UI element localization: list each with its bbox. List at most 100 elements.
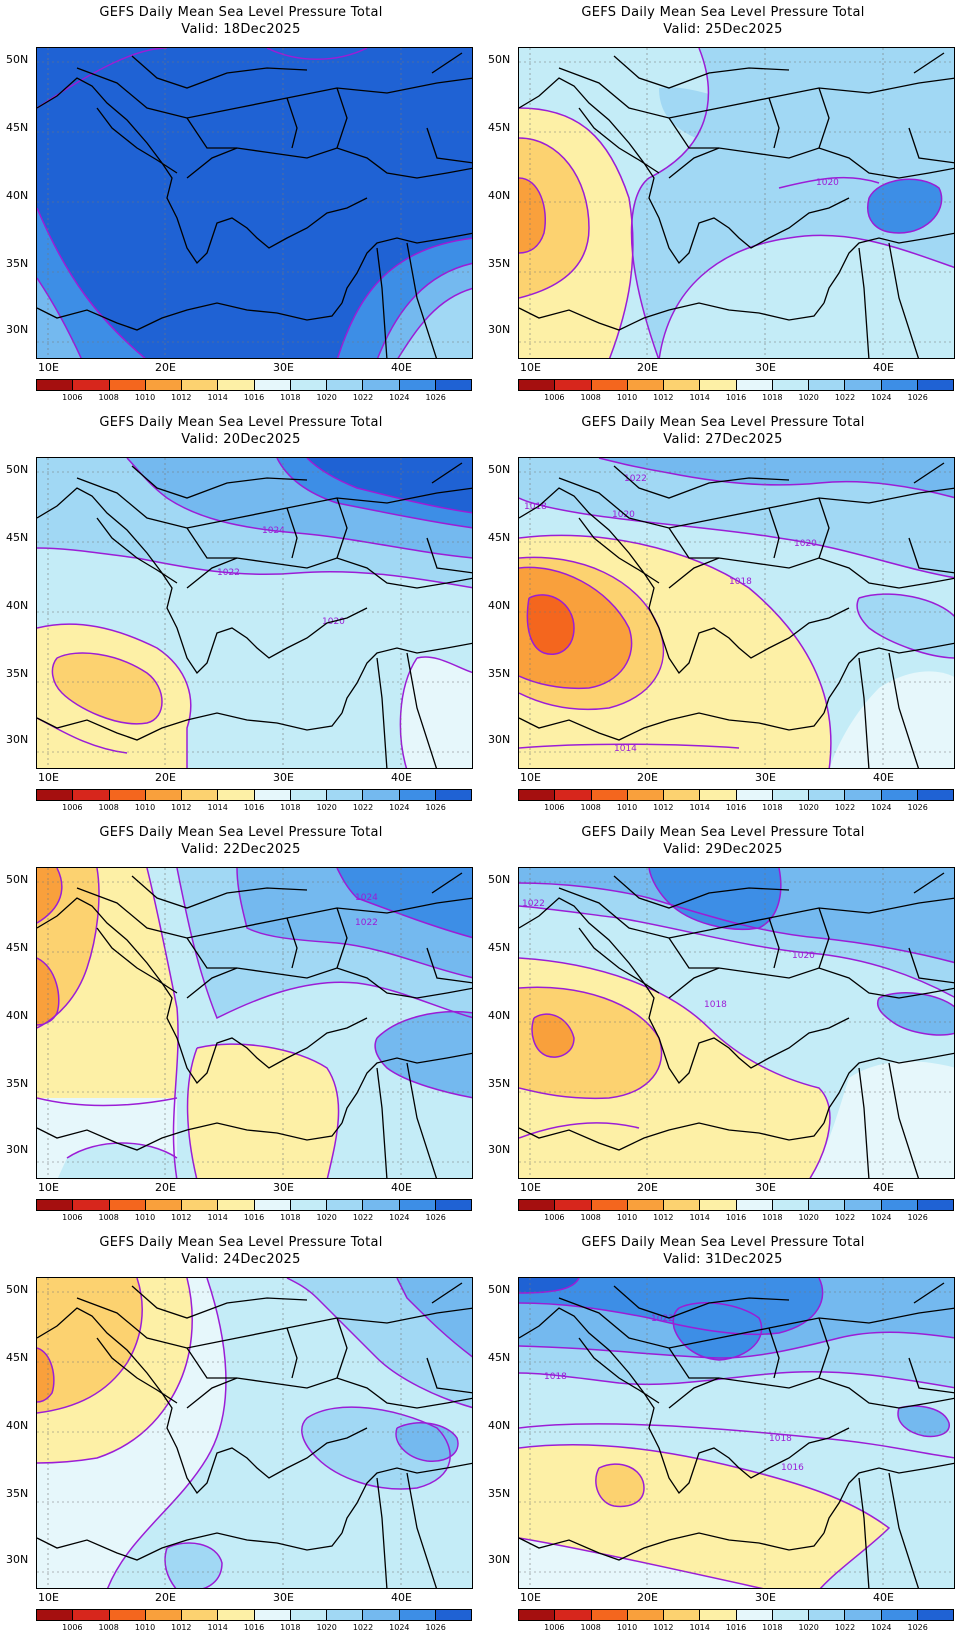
legend-swatch	[182, 1610, 219, 1620]
lat-label: 30N	[6, 1143, 29, 1156]
lon-label: 40E	[873, 1591, 894, 1604]
legend-tick-label: 1022	[834, 803, 856, 812]
lon-label: 10E	[38, 1181, 59, 1194]
legend-tick-label: 1014	[689, 1213, 710, 1222]
lon-label: 10E	[38, 361, 59, 374]
legend-swatch	[664, 1610, 701, 1620]
lat-label: 45N	[488, 941, 511, 954]
lat-label: 50N	[488, 873, 511, 886]
legend-tick-label: 1026	[425, 1623, 446, 1632]
legend-tick-label: 1014	[689, 803, 710, 812]
legend-tick-label: 1006	[544, 393, 565, 402]
legend-swatch	[145, 1610, 182, 1620]
lat-label: 30N	[488, 1553, 511, 1566]
panel-title: GEFS Daily Mean Sea Level Pressure Total	[99, 1235, 383, 1250]
legend-swatch	[917, 380, 953, 390]
legend-swatch	[555, 1610, 592, 1620]
legend-ticks: 1006 1008 1010 1012 1014 1016 1018 1020 1022 1024…	[36, 1213, 472, 1225]
legend-ticks: 1006 1008 1010 1012 1014 1016 1018 1020 1022 1024…	[518, 393, 954, 405]
contour-label: 1022	[355, 918, 378, 928]
legend-tick-label: 1026	[907, 1623, 928, 1632]
lon-label: 30E	[273, 361, 294, 374]
legend-swatch	[254, 790, 291, 800]
legend-tick-label: 1020	[798, 1213, 819, 1222]
lon-label: 30E	[755, 361, 776, 374]
legend-swatch	[809, 1610, 846, 1620]
legend-swatch	[218, 1200, 255, 1210]
legend-swatch	[290, 1200, 327, 1210]
legend-swatch	[435, 790, 471, 800]
legend-tick-label: 1022	[352, 803, 374, 812]
legend-tick-label: 1014	[689, 1623, 710, 1632]
legend-tick-label: 1006	[544, 803, 565, 812]
legend-swatch	[809, 380, 846, 390]
legend-swatch	[664, 380, 701, 390]
legend-tick-label: 1018	[762, 1213, 783, 1222]
lat-label: 40N	[6, 599, 29, 612]
lon-label: 40E	[873, 361, 894, 374]
legend-tick-label: 1008	[98, 1623, 119, 1632]
color-legend	[518, 1199, 954, 1211]
legend-swatch	[327, 1200, 364, 1210]
legend-tick-label: 1020	[316, 803, 337, 812]
legend-swatch	[845, 1200, 882, 1210]
lon-label: 20E	[637, 1591, 658, 1604]
legend-swatch	[627, 1610, 664, 1620]
legend-tick-label: 1008	[580, 1623, 601, 1632]
lat-label: 45N	[6, 941, 29, 954]
lat-label: 30N	[488, 1143, 511, 1156]
legend-tick-label: 1024	[389, 1623, 410, 1632]
legend-tick-label: 1012	[653, 1213, 674, 1222]
legend-tick-label: 1020	[798, 393, 819, 402]
legend-swatch	[700, 790, 737, 800]
legend-swatch	[917, 1200, 953, 1210]
legend-swatch	[327, 380, 364, 390]
legend-tick-label: 1018	[762, 1623, 783, 1632]
panel-valid-date: Valid: 24Dec2025	[181, 1252, 301, 1267]
legend-swatch	[736, 1610, 773, 1620]
lon-label: 40E	[873, 1181, 894, 1194]
legend-tick-label: 1016	[725, 393, 747, 402]
map-panel-18dec: GEFS Daily Mean Sea Level Pressure Total…	[0, 0, 482, 410]
color-legend	[518, 379, 954, 391]
lon-label: 40E	[391, 361, 412, 374]
lon-label: 30E	[755, 1591, 776, 1604]
lat-label: 45N	[6, 121, 29, 134]
panel-valid-date: Valid: 27Dec2025	[663, 432, 783, 447]
legend-swatch	[627, 1200, 664, 1210]
legend-swatch	[591, 380, 628, 390]
legend-tick-label: 1010	[616, 393, 638, 402]
panel-valid-date: Valid: 22Dec2025	[181, 842, 301, 857]
pressure-map: 1024 1022 1020	[36, 457, 473, 769]
lat-label: 50N	[6, 463, 29, 476]
legend-tick-label: 1018	[280, 1213, 301, 1222]
legend-tick-label: 1016	[243, 1213, 265, 1222]
lat-label: 35N	[6, 1487, 29, 1500]
lat-label: 30N	[488, 733, 511, 746]
legend-swatch	[772, 790, 809, 800]
legend-swatch	[145, 1200, 182, 1210]
legend-tick-label: 1012	[171, 393, 192, 402]
lon-label: 20E	[155, 1181, 176, 1194]
lat-label: 50N	[6, 1283, 29, 1296]
legend-swatch	[399, 1610, 436, 1620]
lon-label: 20E	[637, 1181, 658, 1194]
contour-label: 1018	[524, 502, 547, 512]
lon-label: 10E	[520, 1181, 541, 1194]
lat-label: 35N	[488, 667, 511, 680]
legend-swatch	[700, 380, 737, 390]
lon-label: 20E	[155, 771, 176, 784]
legend-tick-label: 1016	[243, 803, 265, 812]
panel-valid-date: Valid: 29Dec2025	[663, 842, 783, 857]
legend-tick-label: 1022	[834, 1213, 856, 1222]
legend-tick-label: 1018	[280, 803, 301, 812]
legend-swatch	[218, 790, 255, 800]
map-panel-20dec: GEFS Daily Mean Sea Level Pressure Total…	[0, 410, 482, 820]
legend-swatch	[182, 380, 219, 390]
legend-tick-label: 1024	[871, 803, 892, 812]
legend-tick-label: 1014	[207, 1623, 228, 1632]
contour-label: 1024	[262, 526, 285, 536]
legend-tick-label: 1016	[243, 393, 265, 402]
legend-tick-label: 1016	[243, 1623, 265, 1632]
legend-swatch	[363, 790, 400, 800]
